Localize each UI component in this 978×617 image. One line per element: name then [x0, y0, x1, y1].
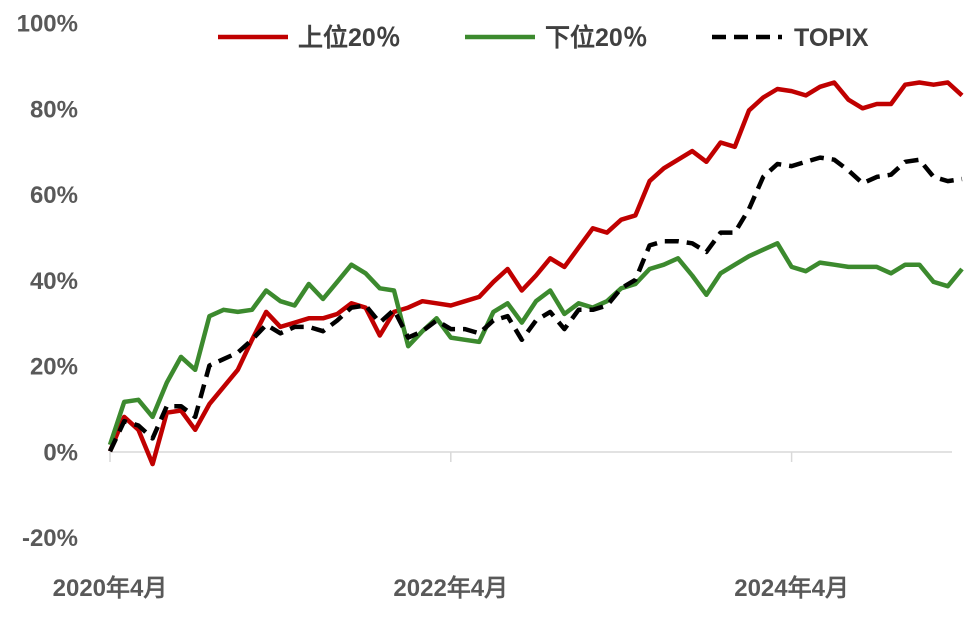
x-tick-label: 2024年4月 [734, 574, 849, 602]
y-tick-label: 40% [30, 268, 78, 295]
series-line-top20 [107, 80, 964, 467]
y-tick-label: 0% [43, 439, 78, 466]
legend-item: 上位20％ [218, 23, 401, 52]
y-tick-label: 20% [30, 354, 78, 381]
legend-label: 下位20％ [545, 23, 648, 52]
plot-area [107, 80, 964, 467]
legend-item: 下位20％ [465, 23, 648, 52]
legend-item: TOPIX [712, 24, 869, 52]
series-line-topix [107, 155, 963, 453]
y-tick-label: 100% [17, 11, 78, 38]
y-tick-label: -20% [22, 525, 78, 552]
x-tick-label: 2022年4月 [393, 574, 508, 602]
x-tick-label: 2020年4月 [53, 574, 168, 602]
y-tick-label: 60% [30, 182, 78, 209]
y-tick-label: 80% [30, 96, 78, 123]
y-axis: 100% 80% 60% 40% 20% 0% -20% [17, 11, 78, 553]
series-line-bottom20 [107, 241, 964, 446]
legend-label: 上位20％ [298, 23, 401, 52]
x-axis: 2020年4月 2022年4月 2024年4月 [53, 451, 952, 602]
legend-label: TOPIX [794, 24, 869, 52]
legend: 上位20％ 下位20％ TOPIX [218, 23, 869, 52]
